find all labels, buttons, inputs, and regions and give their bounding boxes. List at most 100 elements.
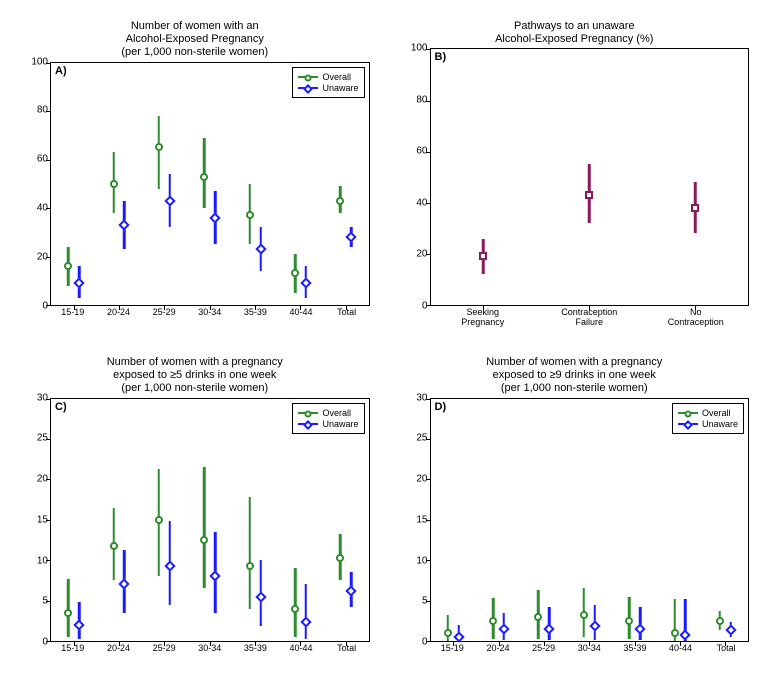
y-tick-label: 10 [22, 555, 48, 566]
data-point [200, 173, 208, 181]
legend: OverallUnaware [672, 403, 744, 434]
x-tick-label: 15-19 [61, 308, 84, 318]
error-bar [203, 467, 206, 588]
x-tick-label: 35-39 [244, 308, 267, 318]
panel-title: Number of women with an Alcohol-Exposed … [20, 20, 370, 60]
x-tick-label: 25-29 [153, 308, 176, 318]
plot-box: A)OverallUnaware [50, 62, 370, 306]
data-point [210, 212, 221, 223]
x-tick-label: 35-39 [244, 644, 267, 654]
y-tick-label: 40 [402, 197, 428, 208]
y-ticks: 051015202530 [402, 398, 428, 642]
data-point [255, 244, 266, 255]
data-point [155, 516, 163, 524]
x-tick-label: 25-29 [153, 644, 176, 654]
data-point [110, 542, 118, 550]
legend-row: Overall [298, 72, 358, 82]
data-point [671, 629, 679, 637]
x-tick-label: Seeking Pregnancy [461, 308, 504, 328]
y-tick-label: 0 [22, 301, 48, 312]
y-tick-label: 60 [402, 146, 428, 157]
legend-line [298, 423, 318, 425]
data-point [625, 617, 633, 625]
x-ticks: Seeking PregnancyContraception FailureNo… [430, 308, 750, 324]
y-tick-label: 20 [402, 474, 428, 485]
data-point [246, 211, 254, 219]
y-ticks: 020406080100 [402, 48, 428, 306]
panel-letter: C) [55, 401, 67, 413]
error-bar [305, 584, 308, 639]
data-point [210, 571, 221, 582]
x-tick-label: Total [337, 644, 356, 654]
panel-title: Pathways to an unaware Alcohol-Exposed P… [400, 20, 750, 46]
y-tick-label: 30 [402, 392, 428, 403]
legend: OverallUnaware [292, 67, 364, 98]
legend-marker [684, 410, 691, 417]
chart-grid: Number of women with an Alcohol-Exposed … [20, 20, 749, 662]
data-point [725, 625, 736, 636]
legend-label: Unaware [702, 419, 738, 429]
y-tick-label: 5 [402, 596, 428, 607]
plot-area: B)020406080100Seeking PregnancyContracep… [430, 48, 750, 306]
data-point [453, 631, 464, 642]
error-bar [248, 497, 251, 609]
data-point [346, 231, 357, 242]
data-point [155, 143, 163, 151]
data-point [498, 623, 509, 634]
panel-a: Number of women with an Alcohol-Exposed … [20, 20, 370, 326]
y-tick-label: 20 [22, 252, 48, 263]
data-point [336, 554, 344, 562]
data-point [255, 591, 266, 602]
x-tick-label: 35-39 [623, 644, 646, 654]
y-tick-label: 0 [22, 637, 48, 648]
panel-letter: D) [435, 401, 447, 413]
x-tick-label: 30-34 [578, 644, 601, 654]
data-point [300, 278, 311, 289]
y-tick-label: 40 [22, 203, 48, 214]
data-point [585, 191, 593, 199]
y-tick-label: 25 [22, 433, 48, 444]
plot-box: D) OverallUnaware [430, 398, 750, 642]
y-tick-label: 20 [402, 249, 428, 260]
x-tick-label: No Contraception [668, 308, 724, 328]
data-point [680, 629, 691, 640]
legend-marker [683, 420, 693, 430]
x-tick-label: Total [337, 308, 356, 318]
data-point [544, 623, 555, 634]
legend-marker [305, 410, 312, 417]
y-ticks: 051015202530 [22, 398, 48, 642]
legend: OverallUnaware [292, 403, 364, 434]
legend-line [678, 423, 698, 425]
data-point [479, 252, 487, 260]
data-point [336, 197, 344, 205]
panel-d: Number of women with a pregnancy exposed… [400, 356, 750, 662]
plot-area: C)OverallUnaware05101520253015-1920-2425… [50, 398, 370, 642]
data-point [64, 262, 72, 270]
data-point [73, 619, 84, 630]
legend-label: Overall [322, 72, 351, 82]
data-point [291, 269, 299, 277]
legend-row: Unaware [678, 419, 738, 429]
legend-row: Unaware [298, 419, 358, 429]
data-point [73, 278, 84, 289]
x-tick-label: Total [717, 644, 736, 654]
x-tick-label: 20-24 [107, 644, 130, 654]
x-ticks: 15-1920-2425-2930-3435-3940-44Total [430, 644, 750, 660]
legend-marker [305, 74, 312, 81]
panel-title: Number of women with a pregnancy exposed… [20, 356, 370, 396]
plot-box: C) OverallUnaware [50, 398, 370, 642]
panel-c: Number of women with a pregnancy exposed… [20, 356, 370, 662]
legend-row: Overall [678, 408, 738, 418]
y-tick-label: 5 [22, 596, 48, 607]
data-point [200, 536, 208, 544]
x-tick-label: 15-19 [441, 644, 464, 654]
x-tick-label: 30-34 [198, 644, 221, 654]
y-tick-label: 15 [402, 514, 428, 525]
legend-label: Unaware [322, 419, 358, 429]
x-tick-label: 20-24 [486, 644, 509, 654]
y-tick-label: 15 [22, 514, 48, 525]
y-tick-label: 10 [402, 555, 428, 566]
data-point [589, 621, 600, 632]
data-point [119, 579, 130, 590]
panel-letter: B) [435, 51, 447, 63]
